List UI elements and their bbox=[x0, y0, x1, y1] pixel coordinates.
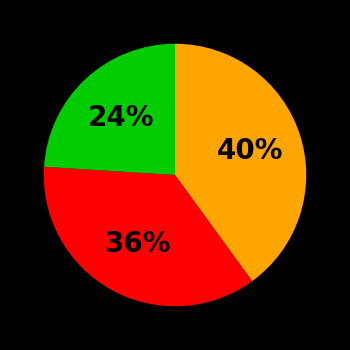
Text: 40%: 40% bbox=[217, 136, 283, 164]
Wedge shape bbox=[175, 44, 306, 281]
Wedge shape bbox=[44, 167, 252, 306]
Text: 24%: 24% bbox=[88, 104, 154, 132]
Wedge shape bbox=[44, 44, 175, 175]
Text: 36%: 36% bbox=[104, 230, 170, 258]
